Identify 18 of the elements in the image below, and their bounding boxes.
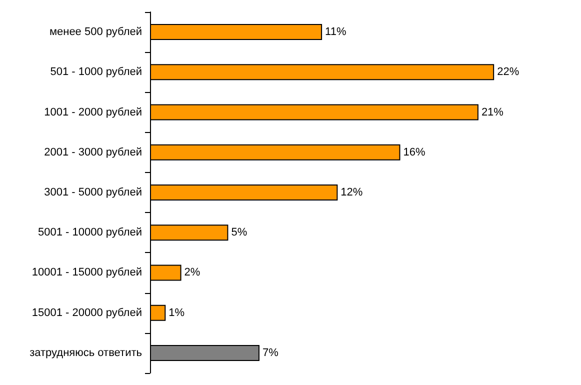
y-tick-label: 2001 - 3000 рублей (44, 146, 142, 158)
data-label: 7% (262, 346, 279, 359)
data-label: 12% (340, 186, 363, 198)
y-tick-label: 3001 - 5000 рублей (44, 186, 142, 198)
data-label: 21% (481, 106, 504, 118)
y-tick-label: менее 500 рублей (49, 26, 142, 38)
data-label: 5% (231, 226, 248, 239)
y-tick-label: 15001 - 20000 рублей (32, 306, 142, 319)
y-tick-label: 5001 - 10000 рублей (38, 226, 142, 239)
y-tick-label: 501 - 1000 рублей (50, 66, 142, 78)
data-label: 16% (403, 146, 426, 158)
y-tick-label: затрудняюсь ответить (30, 346, 142, 359)
data-label: 1% (168, 306, 185, 319)
data-label: 11% (325, 26, 346, 38)
data-label: 22% (497, 66, 520, 78)
y-tick-label: 10001 - 15000 рублей (32, 266, 142, 279)
y-tick-label: 1001 - 2000 рублей (44, 106, 142, 118)
data-label: 2% (184, 266, 200, 279)
